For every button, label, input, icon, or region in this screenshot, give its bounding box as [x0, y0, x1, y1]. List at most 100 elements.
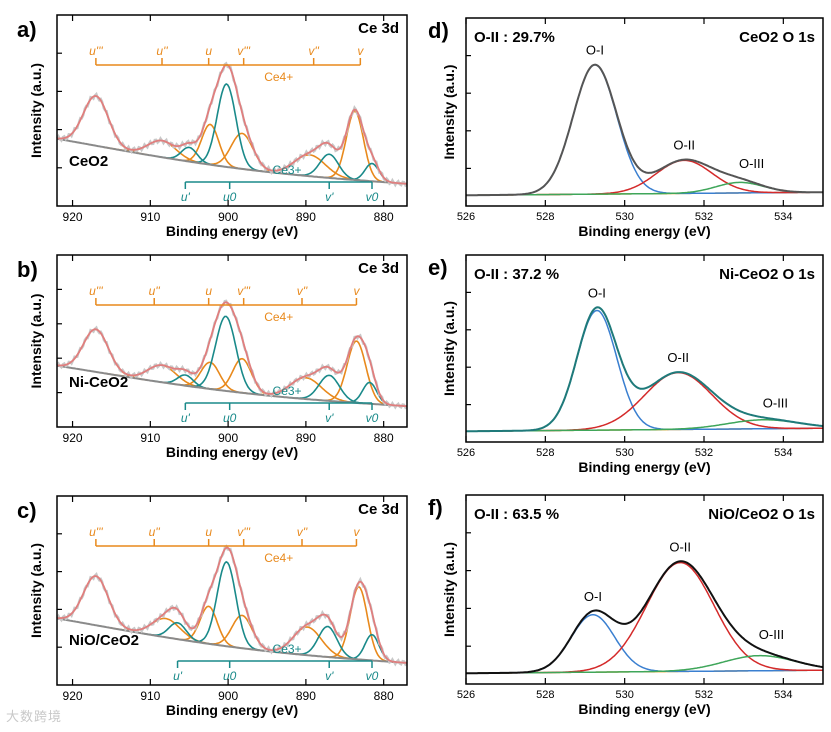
panel-title: Ce 3d [358, 501, 399, 518]
x-tick-label: 920 [63, 210, 83, 224]
panel-title: Ce 3d [358, 20, 399, 37]
ce4-peak-label: v [353, 284, 360, 298]
x-tick-label: 532 [695, 689, 713, 701]
component-peak-ce3-7 [188, 560, 266, 652]
y-axis-label: Intensity (a.u.) [441, 301, 457, 396]
component-peak-o-ii [466, 159, 824, 196]
envelope-line [56, 546, 408, 664]
component-peak-ce3-7 [183, 315, 268, 397]
ce3-peak-label: u' [181, 411, 191, 425]
component-peak-o-i [466, 613, 823, 674]
o-ii-percentage: O-II : 37.2 % [474, 266, 559, 283]
plot-frame [56, 495, 408, 686]
x-axis-label: Binding energy (eV) [578, 223, 710, 239]
ce3-tag: Ce3+ [273, 163, 302, 177]
peak-label: O-III [759, 627, 784, 642]
ce4-peak-label: v''' [237, 284, 251, 298]
peak-label: O-II [667, 350, 689, 365]
component-peak-ce4-5 [319, 110, 390, 184]
x-tick-label: 532 [695, 447, 713, 459]
o-ii-percentage: O-II : 63.5 % [474, 506, 559, 523]
y-axis-label: Intensity (a.u.) [28, 543, 44, 638]
x-tick-label: 890 [296, 210, 316, 224]
peak-label: O-III [763, 395, 788, 410]
x-tick-label: 526 [457, 689, 475, 701]
ce4-peak-label: u [205, 525, 212, 539]
x-tick-label: 920 [63, 689, 83, 703]
ce4-tag: Ce4+ [264, 70, 293, 84]
component-peak-o-iii [465, 419, 824, 433]
component-peak-ce3-7 [188, 83, 266, 173]
ce4-peak-label: u''' [89, 44, 103, 58]
y-axis-label: Intensity (a.u.) [28, 294, 44, 389]
ce4-peak-label: v''' [237, 44, 251, 58]
ce4-peak-label: v'' [297, 525, 308, 539]
ce3-tag: Ce3+ [273, 384, 302, 398]
plot-frame [56, 254, 408, 428]
background-line [56, 617, 408, 664]
x-axis-label: Binding energy (eV) [166, 444, 298, 460]
x-tick-label: 528 [536, 689, 554, 701]
ce4-peak-label: u'' [156, 44, 168, 58]
ce4-peak-label: v'' [297, 284, 308, 298]
panel-letter: b) [17, 257, 38, 282]
ce3d-panel-1: u''' u'' u v''' v'' v Ce4+ u' u0 v' v0 Ce3+ 920 910 90… [17, 254, 408, 460]
x-tick-label: 890 [296, 431, 316, 445]
o-ii-percentage: O-II : 29.7% [474, 29, 555, 46]
peak-label: O-I [586, 43, 604, 58]
x-tick-label: 910 [140, 210, 160, 224]
x-tick-label: 526 [457, 447, 475, 459]
sample-and-title: Ni-CeO2 O 1s [719, 266, 815, 283]
y-axis-label: Intensity (a.u.) [441, 65, 457, 160]
x-axis-label: Binding energy (eV) [166, 702, 298, 718]
x-tick-label: 920 [63, 431, 83, 445]
peak-label: O-III [739, 156, 764, 171]
ce3-peak-label: v0 [366, 190, 379, 204]
o1s-panel-4: O-I O-II O-III 526 528 530 532 534 Binding energ… [428, 254, 824, 475]
o1s-panel-3: O-I O-II O-III 526 528 530 532 534 Binding energ… [428, 17, 824, 239]
sample-and-title: NiO/CeO2 O 1s [708, 506, 815, 523]
x-tick-label: 530 [615, 447, 633, 459]
x-tick-label: 880 [374, 210, 394, 224]
o1s-panel-5: O-I O-II O-III 526 528 530 532 534 Binding energ… [428, 494, 824, 717]
ce3-peak-label: v0 [366, 411, 379, 425]
ce3-peak-label: u0 [223, 411, 237, 425]
x-tick-label: 528 [536, 211, 554, 223]
ce4-tag: Ce4+ [264, 310, 293, 324]
panel-letter: f) [428, 495, 443, 520]
ce4-peak-label: u'' [149, 525, 161, 539]
ce4-peak-label: u''' [89, 284, 103, 298]
sample-label: CeO2 [69, 153, 108, 170]
x-axis-label: Binding energy (eV) [578, 701, 710, 717]
x-tick-label: 910 [140, 431, 160, 445]
envelope-line [56, 63, 408, 185]
component-peak-o-i [465, 309, 823, 433]
component-peak-o-i [466, 64, 824, 196]
x-tick-label: 530 [615, 211, 633, 223]
ce3-peak-label: v' [325, 669, 334, 683]
panel-letter: c) [17, 498, 37, 523]
total-fit-line [466, 63, 823, 197]
x-tick-label: 534 [774, 447, 792, 459]
peak-label: O-II [673, 138, 695, 153]
plot-frame [465, 494, 824, 685]
panel-letter: e) [428, 255, 448, 280]
x-tick-label: 534 [774, 211, 792, 223]
component-peak-ce4-5 [323, 585, 394, 663]
plot-frame [465, 17, 824, 207]
x-axis-label: Binding energy (eV) [578, 459, 710, 475]
total-fit-line [466, 560, 824, 675]
peak-label: O-II [669, 539, 691, 554]
x-tick-label: 526 [457, 211, 475, 223]
x-tick-label: 880 [374, 689, 394, 703]
peak-label: O-I [588, 285, 606, 300]
ce4-peak-label: v'' [308, 44, 319, 58]
plot-frame [465, 254, 824, 443]
ce4-peak-label: v [353, 525, 360, 539]
ce4-peak-label: u'' [149, 284, 161, 298]
ce4-peak-label: u [205, 44, 212, 58]
ce3d-panel-2: u''' u'' u v''' v'' v Ce4+ u' u0 v' v0 Ce3+ 920 910 90… [17, 495, 408, 718]
ce4-peak-label: v [357, 44, 364, 58]
peak-label: O-I [584, 589, 602, 604]
ce3d-panel-0: u''' u'' u v''' v'' v Ce4+ u' u0 v' v0 Ce3+ 920 910 90… [17, 14, 408, 239]
